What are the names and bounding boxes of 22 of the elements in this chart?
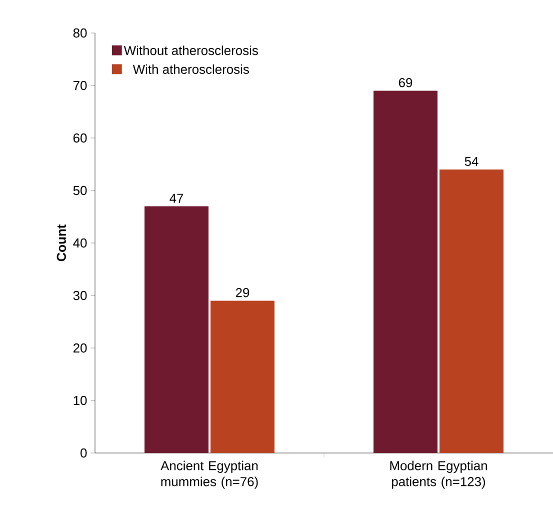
y-tick-label: 60 [73, 133, 87, 143]
data-label: 54 [464, 156, 478, 166]
data-label: 69 [398, 78, 412, 88]
data-label: 29 [236, 288, 250, 298]
legend-label: With atherosclerosis [132, 64, 249, 74]
x-tick-label: Modern Egyptian patients (n=123) [390, 460, 487, 489]
bar [210, 300, 274, 453]
data-label: 47 [170, 194, 184, 203]
x-tick-label: Ancient Egyptian mummies (n=76) [160, 460, 258, 489]
y-tick-label: 80 [73, 28, 87, 38]
bar [440, 170, 504, 453]
y-tick-label: 0 [80, 448, 87, 458]
y-tick-label: 30 [73, 290, 87, 300]
bar [374, 90, 438, 453]
y-tick-label: 10 [74, 396, 87, 406]
y-axis-title: Count [56, 224, 66, 262]
bar [144, 206, 209, 453]
y-tick-label: 40 [73, 238, 87, 248]
y-tick-label: 70 [73, 80, 87, 90]
legend-label: Without atherosclerosis [124, 46, 258, 56]
y-tick-label: 20 [73, 343, 87, 353]
y-tick-label: 50 [73, 186, 87, 196]
